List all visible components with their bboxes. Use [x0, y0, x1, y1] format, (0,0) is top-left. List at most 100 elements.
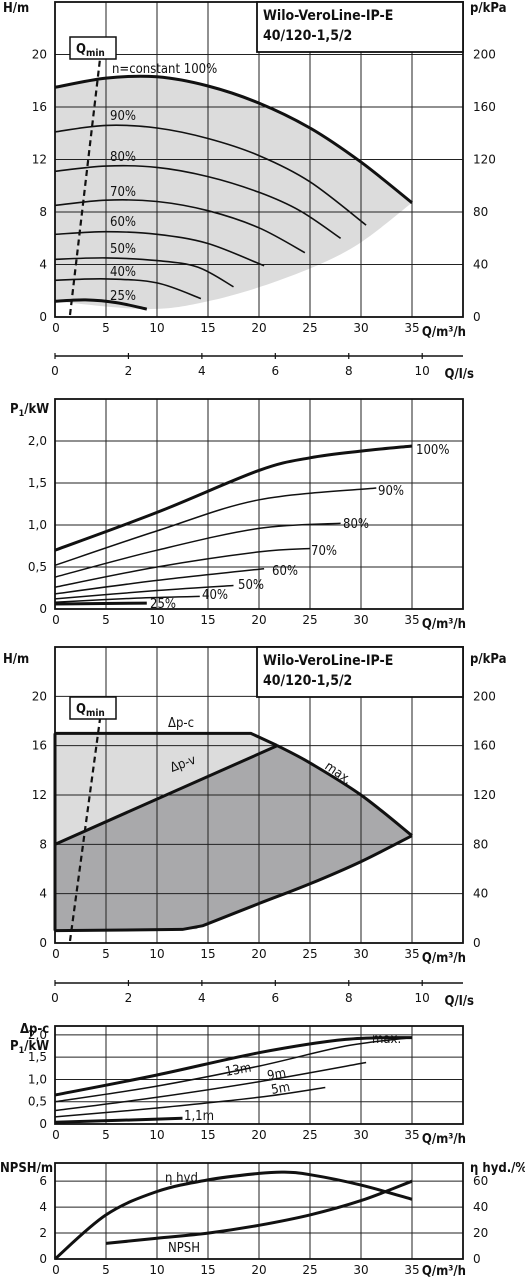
power-curve-label: 60%: [272, 564, 298, 579]
power-curve-label: 50%: [238, 578, 264, 593]
y-right-tick-label: 40: [473, 258, 488, 272]
x-tick-label: 35: [404, 1128, 419, 1142]
power-dp-curve-max: [54, 1036, 413, 1097]
y-tick-label: 2,0: [28, 434, 47, 448]
y-right-tick-label: 0: [473, 1252, 481, 1266]
y-right-axis-label: p/kPa: [470, 652, 507, 667]
y-tick-label: 2: [39, 1226, 47, 1240]
x-tick-label: 10: [149, 613, 164, 627]
secondary-x-tick-label: 10: [415, 991, 430, 1005]
curve-label: 25%: [110, 289, 136, 304]
curve-70: [54, 199, 306, 254]
title-box: [256, 1, 464, 53]
power-curve-60: [54, 567, 265, 595]
qmin-label: Qmin: [76, 702, 105, 719]
power-curve-50: [54, 584, 234, 600]
x-tick-label: 15: [200, 1263, 215, 1277]
power-dp-label: max.: [372, 1032, 401, 1047]
x-tick-label: 10: [149, 947, 164, 961]
y-right-tick-label: 0: [473, 936, 481, 950]
power-dp-curve-5m: [54, 1086, 326, 1118]
secondary-x-tick-label: 4: [198, 991, 206, 1005]
power-curve-70: [54, 547, 311, 588]
secondary-x-tick-label: 10: [415, 364, 430, 378]
secondary-x-tick-label: 2: [125, 991, 133, 1005]
y-tick-label: 1,5: [28, 476, 47, 490]
y-right-axis-label: η hyd./%: [470, 1161, 525, 1176]
power-curve-80: [54, 522, 341, 578]
y-right-axis-label: p/kPa: [470, 1, 507, 16]
dp-v-curve: [54, 744, 278, 846]
curve-25: [54, 298, 148, 311]
power-dp-label: 13m: [224, 1061, 252, 1080]
x-tick-label: 20: [251, 1128, 266, 1142]
y-right-tick-label: 0: [473, 310, 481, 324]
power-curve-label: 90%: [378, 484, 404, 499]
plot-frame: [54, 1162, 464, 1260]
power-dp-label: 9m: [266, 1066, 287, 1084]
qmin-line: [68, 718, 102, 942]
x-tick-label: 0: [52, 321, 60, 335]
x-tick-label: 20: [251, 947, 266, 961]
x-tick-label: 30: [353, 1128, 368, 1142]
plot-frame: [54, 398, 464, 610]
eta-hyd-curve: [54, 1170, 413, 1261]
y-tick-label: 1,0: [28, 1072, 47, 1086]
x-tick-label: 5: [102, 321, 110, 335]
y-tick-label: 4: [39, 887, 47, 901]
x-tick-label: 35: [404, 613, 419, 627]
npsh-curve: [105, 1179, 413, 1245]
secondary-x-tick-label: 0: [51, 991, 59, 1005]
x-axis-label: Q/m³/h: [422, 1132, 466, 1147]
x-tick-label: 0: [52, 1263, 60, 1277]
curve-label: 50%: [110, 242, 136, 257]
y-tick-label: 16: [32, 739, 47, 753]
y-tick-label: 1,0: [28, 518, 47, 532]
secondary-x-tick-label: 6: [271, 364, 279, 378]
y-right-tick-label: 80: [473, 205, 488, 219]
npsh-label: NPSH: [168, 1241, 200, 1256]
x-tick-label: 15: [200, 1128, 215, 1142]
y-tick-label: 4: [39, 258, 47, 272]
x-tick-label: 20: [251, 1263, 266, 1277]
y-axis-label: H/m: [3, 652, 29, 667]
y-right-tick-label: 160: [473, 739, 496, 753]
y-right-tick-label: 120: [473, 153, 496, 167]
y-tick-label: 12: [32, 788, 47, 802]
y-tick-label: 0: [39, 1117, 47, 1131]
y-tick-label: 0: [39, 1252, 47, 1266]
secondary-x-tick-label: 6: [271, 991, 279, 1005]
secondary-x-tick-label: 0: [51, 364, 59, 378]
y-axis-label: NPSH/m: [0, 1161, 53, 1176]
min-curve: [54, 834, 413, 933]
x-tick-label: 0: [52, 1128, 60, 1142]
chart-title: Wilo-VeroLine-IP-E: [263, 8, 393, 24]
y-right-tick-label: 120: [473, 788, 496, 802]
y-right-tick-label: 20: [473, 1226, 488, 1240]
curve-nconstant100: [54, 74, 413, 204]
dp-c-label: Δp-c: [168, 716, 194, 731]
secondary-x-tick-label: 2: [125, 364, 133, 378]
secondary-x-axis-label: Q/l/s: [445, 994, 474, 1009]
power-curve-label: 40%: [202, 588, 228, 603]
x-tick-label: 5: [102, 613, 110, 627]
dp-v-area: [55, 745, 412, 931]
y-right-tick-label: 60: [473, 1174, 488, 1188]
curve-90: [54, 124, 367, 226]
y-tick-label: 4: [39, 1200, 47, 1214]
qmin-box: [69, 36, 117, 60]
x-tick-label: 30: [353, 613, 368, 627]
power-curve-label: 100%: [416, 443, 449, 458]
chart-subtitle: 40/120-1,5/2: [263, 28, 352, 44]
secondary-x-tick-label: 4: [198, 364, 206, 378]
curve-label: 70%: [110, 185, 136, 200]
y-tick-label: 0,5: [28, 560, 47, 574]
y-axis-label-top: Δp-c: [20, 1022, 49, 1037]
secondary-x-axis-label: Q/l/s: [445, 367, 474, 382]
power-dp-curve-9m: [54, 1061, 367, 1112]
x-axis-label: Q/m³/h: [422, 325, 466, 340]
y-tick-label: 0,5: [28, 1095, 47, 1109]
y-tick-label: 2,0: [28, 1028, 47, 1042]
y-tick-label: 0: [39, 310, 47, 324]
curve-40: [54, 278, 202, 300]
